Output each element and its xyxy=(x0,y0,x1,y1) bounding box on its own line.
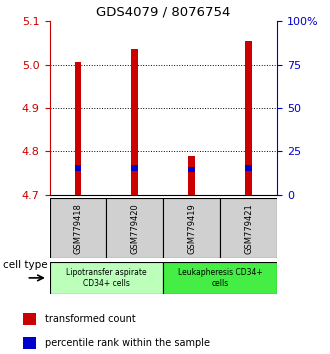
Bar xyxy=(245,165,252,171)
Bar xyxy=(131,165,138,171)
Text: percentile rank within the sample: percentile rank within the sample xyxy=(45,338,210,348)
Text: transformed count: transformed count xyxy=(45,314,136,324)
Bar xyxy=(50,262,163,294)
Bar xyxy=(163,262,277,294)
Bar xyxy=(163,198,220,258)
Bar xyxy=(50,198,106,258)
Bar xyxy=(220,198,277,258)
Text: GSM779420: GSM779420 xyxy=(130,203,139,254)
Text: cell type: cell type xyxy=(3,261,48,270)
Text: GSM779419: GSM779419 xyxy=(187,203,196,254)
Bar xyxy=(75,165,82,171)
Bar xyxy=(106,198,163,258)
Text: Leukapheresis CD34+
cells: Leukapheresis CD34+ cells xyxy=(178,268,263,287)
Bar xyxy=(188,156,195,195)
Bar xyxy=(188,167,195,172)
Bar xyxy=(245,41,252,195)
Bar xyxy=(23,313,36,325)
Text: GSM779421: GSM779421 xyxy=(244,203,253,254)
Text: Lipotransfer aspirate
CD34+ cells: Lipotransfer aspirate CD34+ cells xyxy=(66,268,147,287)
Title: GDS4079 / 8076754: GDS4079 / 8076754 xyxy=(96,6,231,19)
Text: GSM779418: GSM779418 xyxy=(74,203,82,254)
Bar xyxy=(23,337,36,349)
Bar xyxy=(75,62,82,195)
Bar xyxy=(131,50,138,195)
